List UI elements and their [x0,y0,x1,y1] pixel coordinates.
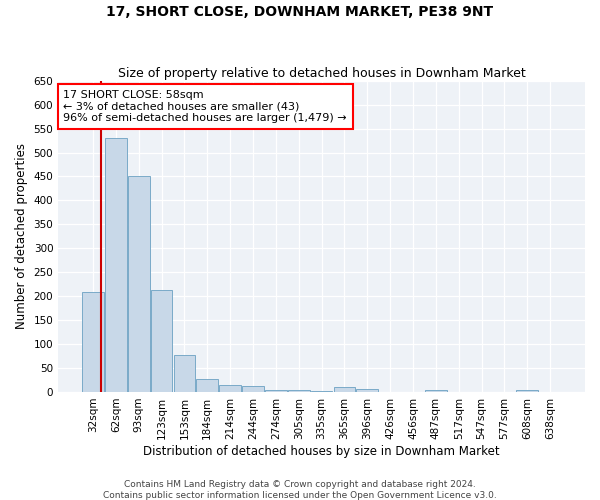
Bar [196,379,218,392]
Bar [356,388,378,392]
Bar [334,387,355,392]
Bar [311,390,332,392]
Bar [82,292,104,392]
Bar [425,390,447,392]
Text: 17, SHORT CLOSE, DOWNHAM MARKET, PE38 9NT: 17, SHORT CLOSE, DOWNHAM MARKET, PE38 9N… [106,5,494,19]
Title: Size of property relative to detached houses in Downham Market: Size of property relative to detached ho… [118,66,526,80]
Bar [151,290,172,392]
Bar [219,385,241,392]
Text: Contains HM Land Registry data © Crown copyright and database right 2024.
Contai: Contains HM Land Registry data © Crown c… [103,480,497,500]
X-axis label: Distribution of detached houses by size in Downham Market: Distribution of detached houses by size … [143,444,500,458]
Text: 17 SHORT CLOSE: 58sqm
← 3% of detached houses are smaller (43)
96% of semi-detac: 17 SHORT CLOSE: 58sqm ← 3% of detached h… [64,90,347,123]
Bar [105,138,127,392]
Y-axis label: Number of detached properties: Number of detached properties [15,144,28,330]
Bar [517,390,538,392]
Bar [128,176,149,392]
Bar [173,355,195,392]
Bar [288,390,310,392]
Bar [265,390,287,392]
Bar [242,386,264,392]
